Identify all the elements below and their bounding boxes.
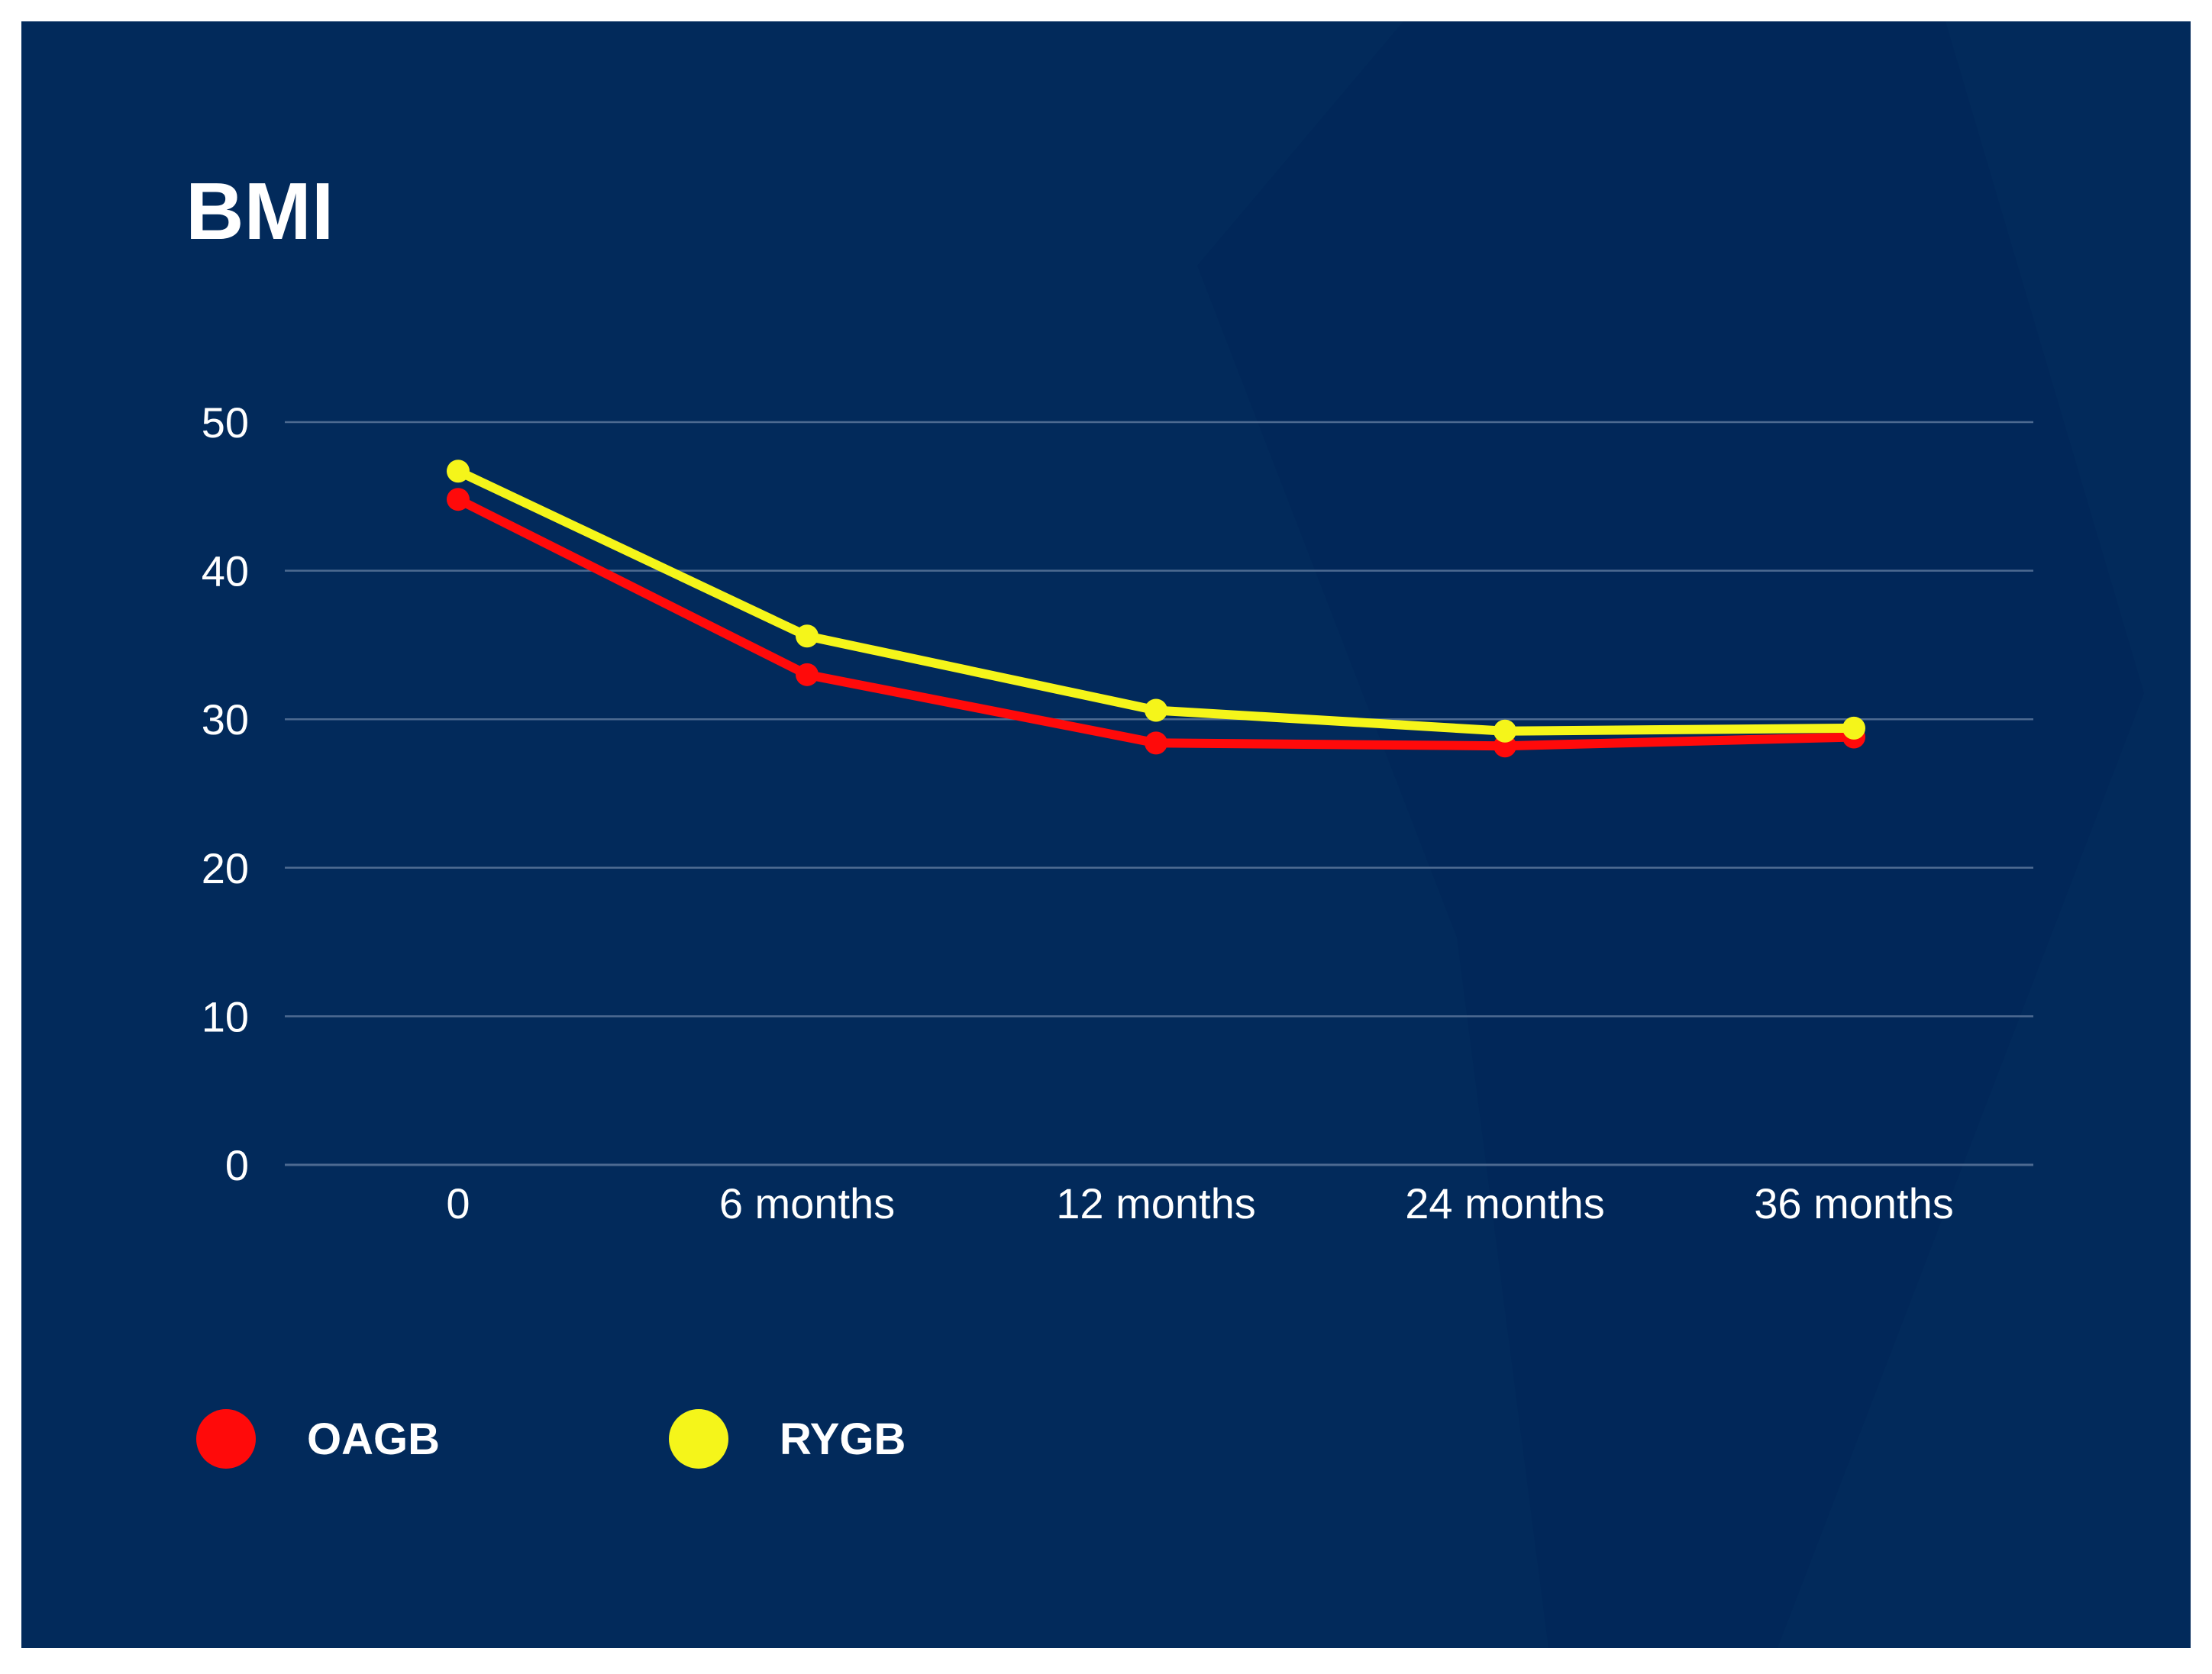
x-tick-label: 24 months	[1405, 1179, 1605, 1227]
x-tick-label: 12 months	[1056, 1179, 1256, 1227]
x-tick-label: 6 months	[719, 1179, 895, 1227]
background-accent-shape	[1197, 21, 2144, 1648]
data-point-rygb	[1494, 719, 1516, 743]
legend-label-oagb: OAGB	[307, 1414, 440, 1464]
chart-panel: BMI 0 10 20 30 40 50 0 6 months 12 months 24 mon…	[21, 21, 2191, 1648]
legend-label-rygb: RYGB	[780, 1414, 906, 1464]
chart-svg: BMI 0 10 20 30 40 50 0 6 months 12 months 24 mon…	[186, 21, 2144, 1648]
y-tick-label: 0	[225, 1141, 249, 1189]
grid	[285, 421, 2033, 1166]
data-point-rygb	[1145, 698, 1167, 722]
series	[447, 460, 1865, 758]
x-tick-label: 36 months	[1754, 1179, 1954, 1227]
y-tick-label: 50	[202, 398, 249, 447]
x-tick-label: 0	[446, 1179, 470, 1227]
legend-marker-rygb	[669, 1409, 728, 1469]
chart-title: BMI	[186, 166, 334, 256]
x-axis: 0 6 months 12 months 24 months 36 months	[446, 1179, 1953, 1227]
legend-marker-oagb	[196, 1409, 256, 1469]
data-point-rygb	[796, 624, 819, 648]
data-point-oagb	[796, 663, 819, 686]
data-point-rygb	[1842, 716, 1865, 740]
data-point-rygb	[447, 460, 470, 483]
data-point-oagb	[1145, 731, 1167, 755]
y-tick-label: 40	[202, 547, 249, 595]
y-tick-label: 10	[202, 992, 249, 1040]
y-tick-label: 20	[202, 844, 249, 892]
y-axis: 0 10 20 30 40 50	[202, 398, 249, 1189]
y-tick-label: 30	[202, 695, 249, 743]
data-point-oagb	[447, 488, 470, 511]
legend: OAGB RYGB	[196, 1409, 906, 1469]
